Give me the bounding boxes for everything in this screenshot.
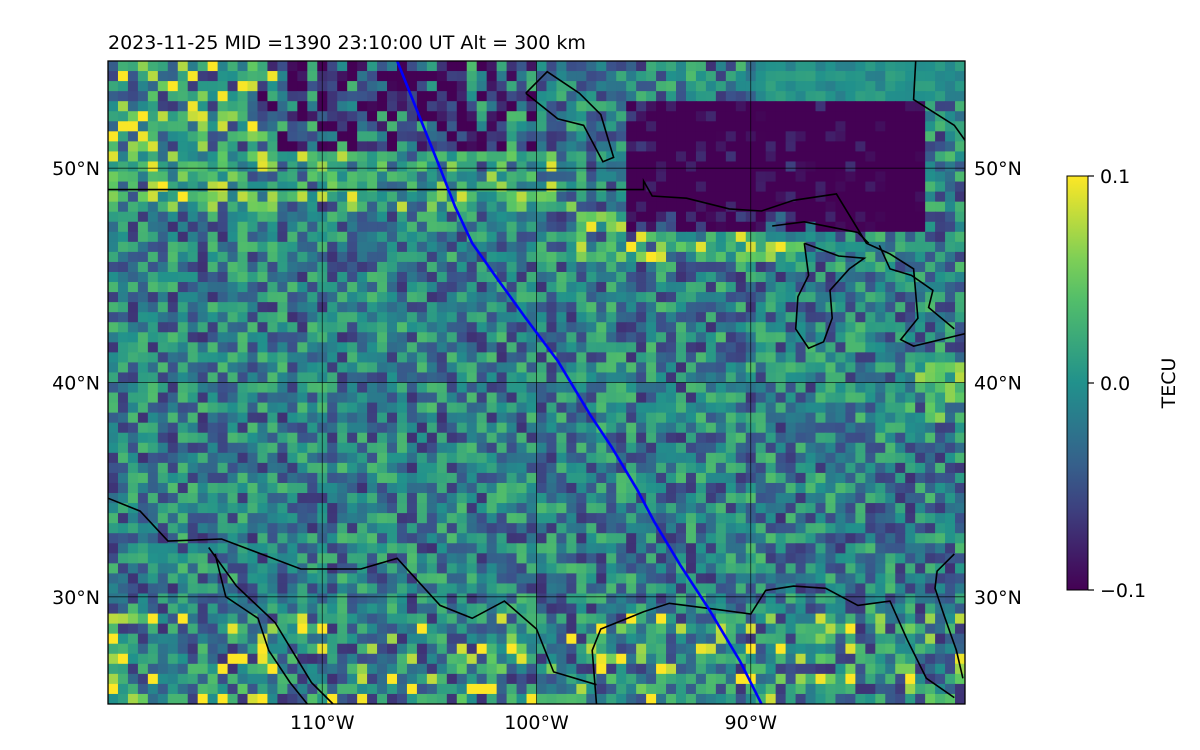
lat-tick-label-right: 50°N xyxy=(974,158,1022,180)
lat-tick-label-left: 30°N xyxy=(52,587,100,609)
coastline-segment xyxy=(108,177,965,347)
coastline-segment xyxy=(934,553,964,679)
coastline-segment xyxy=(208,547,334,704)
lon-tick-label: 90°W xyxy=(725,712,778,734)
lat-tick-label-left: 50°N xyxy=(52,158,100,180)
coastline-segment xyxy=(772,220,870,244)
colorbar-label: TECU xyxy=(1158,358,1180,410)
map-frame xyxy=(107,60,966,705)
colorbar-ticks: 0.1 0.0 −0.1 xyxy=(1088,166,1146,602)
coastline-segment xyxy=(912,61,965,141)
colorbar-gradient xyxy=(1066,175,1089,591)
coastline-segment xyxy=(591,585,955,704)
coastline-segment xyxy=(878,244,955,330)
coastline-segment xyxy=(214,553,308,704)
map-plot-area xyxy=(108,61,965,704)
lat-axis: 30°N 30°N 40°N 40°N 50°N 50°N xyxy=(52,158,1022,609)
colorbar-tick-label: 0.1 xyxy=(1100,166,1130,188)
colorbar-tick-label: 0.0 xyxy=(1100,373,1130,395)
coastline-segment xyxy=(108,497,597,686)
tec-heatmap xyxy=(108,61,965,704)
satellite-track xyxy=(395,61,763,704)
lat-tick-label-right: 40°N xyxy=(974,373,1022,395)
lon-tick-label: 110°W xyxy=(290,712,355,734)
map-title: 2023-11-25 MID =1390 23:10:00 UT Alt = 3… xyxy=(108,32,586,54)
coastline-segment xyxy=(525,70,615,163)
colorbar: 0.1 0.0 −0.1 TECU xyxy=(1066,166,1180,602)
lat-tick-label-right: 30°N xyxy=(974,587,1022,609)
lon-axis: 110°W 100°W 90°W xyxy=(290,712,777,734)
coastline-segment xyxy=(794,242,867,350)
colorbar-tick-label: −0.1 xyxy=(1100,580,1146,602)
lon-tick-label: 100°W xyxy=(504,712,569,734)
coastlines xyxy=(108,61,965,704)
map-gridlines xyxy=(108,61,965,704)
lat-tick-label-left: 40°N xyxy=(52,373,100,395)
